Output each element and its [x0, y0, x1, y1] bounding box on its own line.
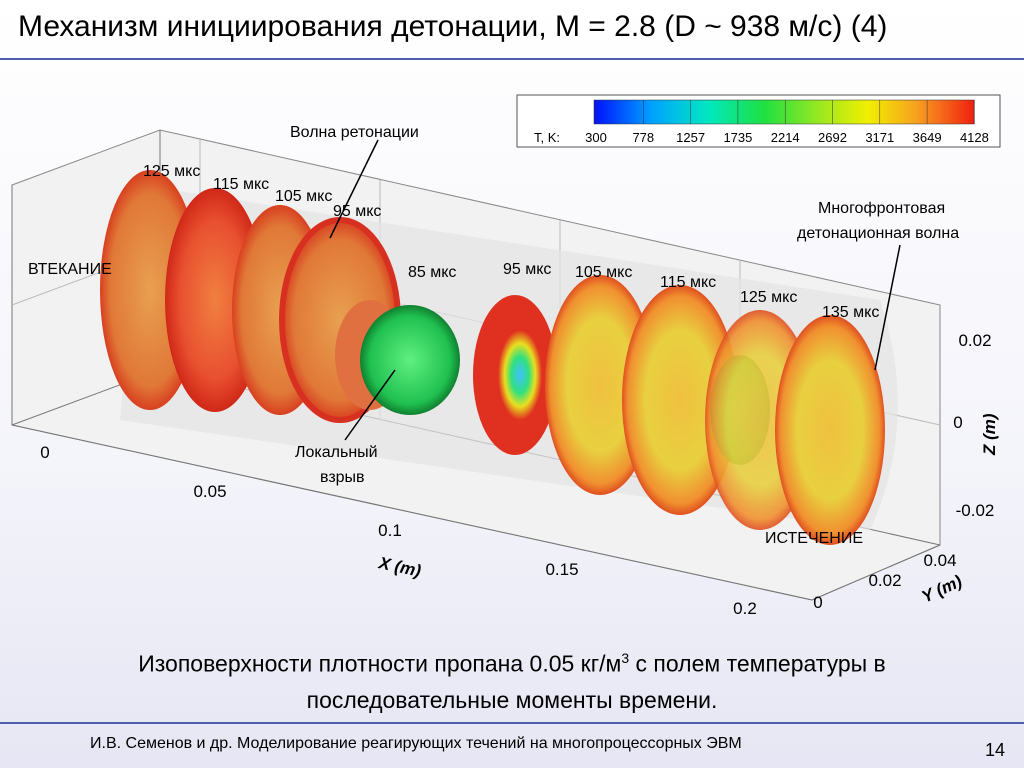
annotation: 125 мкс	[143, 163, 200, 180]
x-tick-label: 0.05	[193, 482, 226, 501]
annotation: детонационная волна	[797, 225, 959, 242]
colorbar-label: T, K:	[534, 130, 560, 145]
annotation: Локальный	[295, 444, 378, 461]
colorbar-tick-label: 4128	[960, 130, 989, 145]
y-axis-title: Y (m)	[919, 571, 966, 606]
z-tick-label: 0.02	[958, 331, 991, 350]
y-tick-label: 0.02	[868, 571, 901, 590]
annotation: 85 мкс	[408, 264, 456, 281]
z-axis-title: Z (m)	[980, 413, 999, 456]
x-tick-label: 0.1	[378, 521, 402, 540]
caption-text: Изоповерхности плотности пропана 0.05 кг…	[138, 650, 622, 677]
annotation: 115 мкс	[213, 176, 269, 193]
annotation: ИСТЕЧЕНИЕ	[765, 530, 863, 547]
annotation: 95 мкс	[503, 261, 551, 278]
figure: T, K: 300 778 1257 1735 2214 2692 3171 3649 4128 В…	[11, 94, 1001, 618]
slide-title: Механизм инициирования детонации, M = 2.…	[18, 10, 888, 43]
colorbar-tick-label: 2214	[771, 130, 800, 145]
colorbar-tick-label: 778	[632, 130, 654, 145]
x-tick-label: 0.15	[545, 560, 578, 579]
caption-superscript: 3	[621, 650, 630, 666]
footer: И.В. Семенов и др. Моделирование реагиру…	[90, 735, 742, 752]
annotation: 135 мкс	[822, 304, 879, 321]
x-tick-label: 0	[40, 443, 49, 462]
x-tick-label: 0.2	[733, 599, 757, 618]
z-tick-label: -0.02	[956, 501, 995, 520]
leader-lines	[329, 139, 901, 441]
colorbar-tick-label: 1257	[676, 130, 705, 145]
colorbar	[593, 99, 975, 125]
z-tick-label: 0	[953, 413, 962, 432]
y-tick-label: 0.04	[923, 551, 956, 570]
page-number: 14	[985, 740, 1006, 760]
annotation: 115 мкс	[660, 274, 716, 291]
footer-rule	[0, 722, 1024, 724]
annotation: ВТЕКАНИЕ	[28, 261, 112, 278]
colorbar-tick-label: 2692	[818, 130, 847, 145]
annotation: Волна ретонации	[290, 124, 419, 141]
colorbar-tick-label: 3649	[913, 130, 942, 145]
colorbar-tick-label: 3171	[865, 130, 894, 145]
colorbar-tick-label: 300	[585, 130, 607, 145]
caption-text: последовательные моменты времени.	[306, 686, 718, 713]
isosurfaces	[100, 170, 885, 545]
annotation: Многофронтовая	[818, 200, 945, 217]
annotation: 105 мкс	[275, 188, 332, 205]
annotation: 125 мкс	[740, 289, 797, 306]
annotation: 95 мкс	[333, 203, 381, 220]
annotation: 105 мкс	[575, 264, 632, 281]
y-tick-label: 0	[813, 593, 822, 612]
x-axis-title: X (m)	[376, 553, 423, 581]
caption: Изоповерхности плотности пропана 0.05 кг…	[0, 640, 1024, 718]
colorbar-tick-label: 1735	[723, 130, 752, 145]
title-rule	[0, 58, 1024, 60]
caption-text: с полем температуры в	[629, 650, 886, 677]
annotation: взрыв	[320, 469, 365, 486]
